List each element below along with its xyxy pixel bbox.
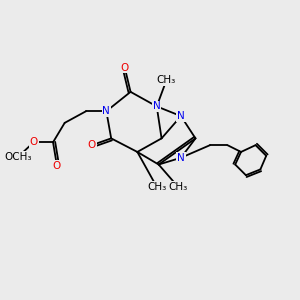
Text: O: O: [29, 137, 38, 147]
Text: O: O: [88, 140, 96, 150]
Text: N: N: [103, 106, 110, 116]
Text: OCH₃: OCH₃: [4, 152, 32, 162]
Text: CH₃: CH₃: [157, 75, 176, 85]
Text: CH₃: CH₃: [147, 182, 166, 192]
Text: N: N: [177, 153, 185, 163]
Text: O: O: [53, 160, 61, 170]
Text: CH₃: CH₃: [168, 182, 188, 192]
Text: N: N: [177, 111, 185, 121]
Text: O: O: [121, 63, 129, 73]
Text: N: N: [153, 101, 160, 111]
